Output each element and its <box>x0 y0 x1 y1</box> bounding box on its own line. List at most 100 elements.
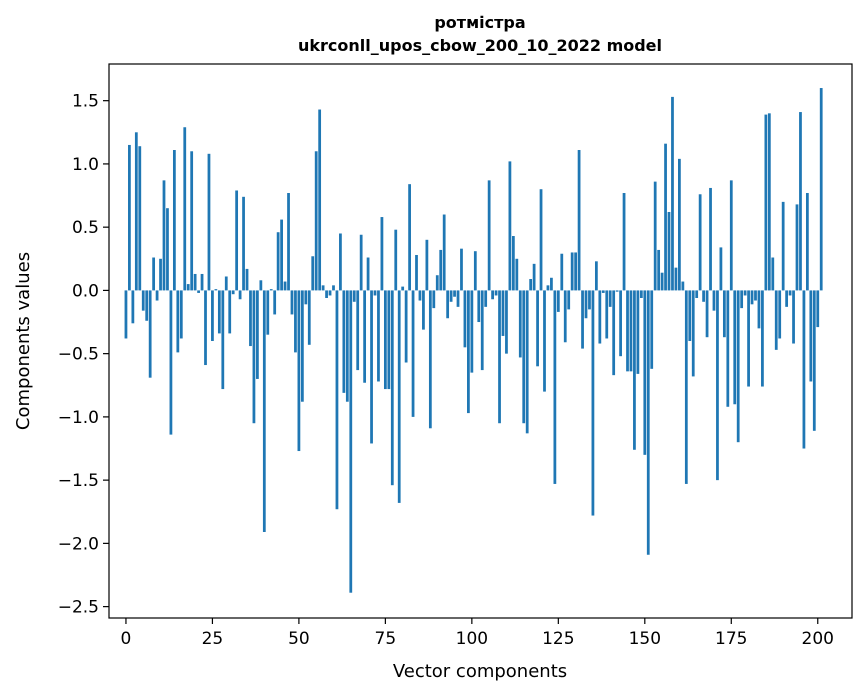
bar <box>166 208 169 291</box>
bar <box>605 290 609 339</box>
bar <box>591 290 595 516</box>
bar <box>633 290 636 450</box>
bar <box>567 290 571 310</box>
x-tick-label: 125 <box>542 629 574 649</box>
y-axis-label: Components values <box>13 252 34 430</box>
bar <box>764 114 768 291</box>
bar <box>639 290 643 298</box>
bar <box>172 150 176 291</box>
bar <box>709 187 712 291</box>
bar <box>792 290 795 344</box>
bar <box>543 290 546 392</box>
bar <box>771 257 775 291</box>
bar <box>588 290 591 310</box>
bar <box>460 248 463 291</box>
bar <box>294 290 297 353</box>
bar <box>456 290 460 307</box>
y-tick-label: −2.5 <box>58 598 99 618</box>
bar <box>349 290 353 593</box>
bar <box>560 253 564 291</box>
bar <box>698 194 702 291</box>
bar <box>553 290 557 484</box>
bar <box>515 258 519 291</box>
bar <box>470 290 474 373</box>
bar <box>408 184 411 291</box>
bar <box>335 290 339 510</box>
x-axis-ticks: 0 25 50 75 100 125 150 175 200 <box>121 618 834 649</box>
bar <box>169 290 173 435</box>
bar <box>740 290 744 309</box>
bar <box>290 290 294 315</box>
bar <box>750 290 754 305</box>
bar <box>193 273 197 291</box>
bar <box>304 290 308 305</box>
x-tick-label: 175 <box>715 629 747 649</box>
bar <box>574 252 578 291</box>
bar <box>491 290 494 300</box>
bar <box>785 290 789 307</box>
bar <box>162 180 166 291</box>
y-tick-label: −2.0 <box>58 534 99 554</box>
bar <box>788 290 792 296</box>
bar <box>729 180 733 291</box>
bar <box>716 290 719 481</box>
bar <box>653 181 657 291</box>
bar <box>422 290 425 330</box>
bar <box>186 284 190 291</box>
bar <box>608 290 612 307</box>
chart-title-model: ukrconll_upos_cbow_200_10_2022 model <box>298 36 662 55</box>
bar <box>155 290 159 301</box>
bar <box>207 153 211 291</box>
bar <box>141 290 145 311</box>
bar <box>238 290 242 300</box>
bar <box>394 229 398 291</box>
bar <box>439 249 443 291</box>
x-tick-label: 50 <box>288 629 310 649</box>
bar <box>494 290 498 296</box>
bar <box>401 286 405 291</box>
bar <box>525 290 529 434</box>
bar <box>366 257 370 291</box>
bar <box>307 290 311 345</box>
bar <box>124 290 128 339</box>
bar <box>235 190 239 291</box>
bar <box>778 290 782 339</box>
bar <box>131 290 135 324</box>
bar <box>183 127 187 291</box>
bar <box>643 290 647 455</box>
bar <box>480 290 484 371</box>
y-tick-label: 0.5 <box>72 218 99 238</box>
bar <box>262 290 266 532</box>
bar <box>518 290 522 358</box>
bar <box>276 232 280 291</box>
bar <box>342 290 346 393</box>
bar <box>318 109 322 291</box>
bar <box>646 290 650 555</box>
bar <box>664 143 667 291</box>
bar <box>736 290 740 443</box>
bar <box>415 254 418 291</box>
bar <box>678 158 681 291</box>
bar <box>145 290 149 321</box>
bar <box>522 290 526 424</box>
bar <box>477 290 481 323</box>
bar <box>300 290 304 402</box>
bar <box>128 144 131 291</box>
bar <box>636 290 640 374</box>
bar <box>781 201 785 291</box>
bar <box>287 193 290 291</box>
bar <box>650 290 654 369</box>
bar <box>473 251 477 291</box>
bar <box>411 290 415 417</box>
bar <box>152 257 156 291</box>
bar <box>280 219 283 291</box>
bar <box>532 263 536 291</box>
y-tick-label: 1.0 <box>72 155 99 175</box>
bar <box>629 290 633 372</box>
bar <box>508 161 512 291</box>
x-tick-label: 25 <box>202 629 224 649</box>
bar <box>418 290 422 301</box>
bar <box>221 290 225 390</box>
bar <box>242 196 245 291</box>
bar <box>747 290 750 387</box>
